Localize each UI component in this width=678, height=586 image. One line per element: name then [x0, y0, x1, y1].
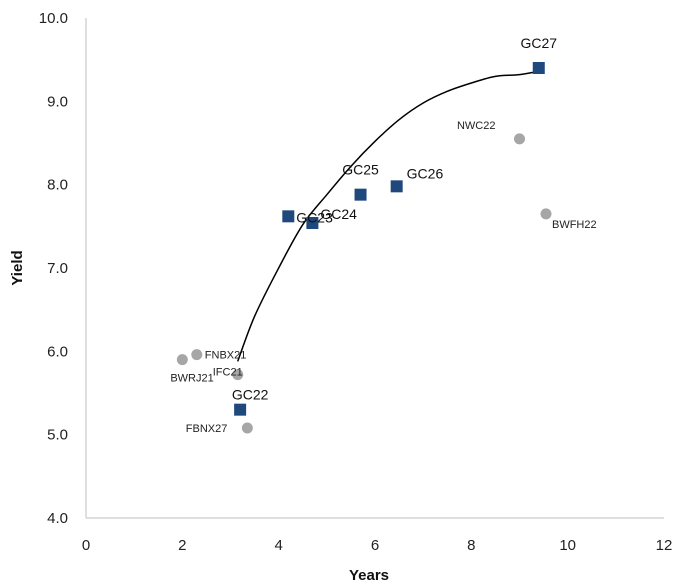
label-gc26: GC26 — [407, 165, 444, 181]
data-points — [176, 62, 552, 434]
y-tick-label: 6.0 — [47, 343, 68, 360]
label-gc22: GC22 — [232, 387, 269, 403]
label-fbnx27: FBNX27 — [186, 423, 228, 435]
label-gc25: GC25 — [342, 162, 379, 178]
point-gc23 — [282, 210, 295, 223]
label-gc23: GC23 — [296, 209, 333, 225]
point-nwc22 — [514, 133, 525, 145]
x-tick-label: 4 — [274, 537, 282, 554]
x-tick-label: 12 — [656, 537, 673, 554]
y-tick-label: 5.0 — [47, 427, 68, 444]
x-axis-title: Years — [349, 567, 389, 584]
point-bwfh22 — [540, 208, 552, 220]
x-tick-label: 2 — [178, 537, 186, 554]
y-tick-label: 9.0 — [47, 93, 68, 110]
y-tick-label: 10.0 — [39, 10, 68, 27]
label-gc24: GC24 — [320, 206, 357, 222]
y-tick-label: 8.0 — [47, 177, 68, 194]
x-tick-label: 8 — [467, 537, 475, 554]
y-tick-label: 4.0 — [47, 510, 68, 527]
point-bwrj21 — [176, 354, 188, 366]
label-ifc21: IFC21 — [213, 367, 243, 379]
label-bwfh22: BWFH22 — [552, 219, 597, 231]
axes — [85, 18, 664, 519]
x-tick-label: 6 — [371, 537, 379, 554]
point-gc26 — [390, 180, 403, 193]
point-gc27 — [532, 62, 545, 74]
point-gc25 — [354, 188, 367, 201]
x-tick-label: 10 — [559, 537, 576, 554]
trendline — [237, 70, 539, 362]
tick-labels: 4.0 5.0 6.0 7.0 8.0 9.0 10.0 0 2 4 6 8 10 12 — [39, 10, 673, 554]
y-axis-title: Yield — [9, 250, 26, 285]
point-fnbx21 — [191, 349, 203, 361]
label-fnbx21: FNBX21 — [205, 350, 247, 362]
trendline-group — [237, 70, 539, 362]
x-tick-label: 0 — [82, 537, 90, 554]
point-gc24 — [306, 217, 319, 229]
point-gc22 — [234, 403, 247, 416]
label-bwrj21: BWRJ21 — [170, 373, 213, 385]
point-fbnx27 — [241, 422, 253, 434]
point-ifc21 — [232, 369, 244, 381]
label-gc27: GC27 — [520, 35, 557, 51]
label-nwc22: NWC22 — [457, 120, 496, 132]
y-tick-label: 7.0 — [47, 260, 68, 277]
